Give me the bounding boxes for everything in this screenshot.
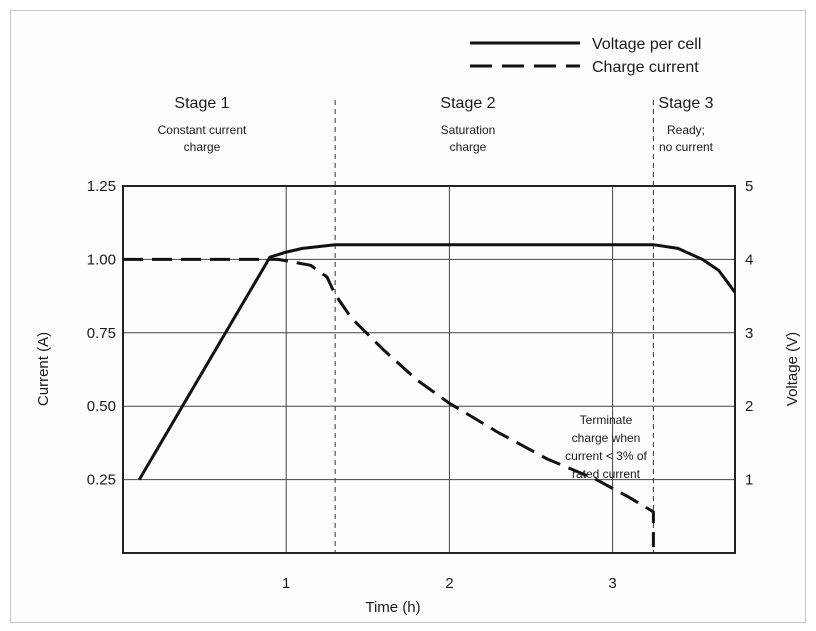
annotation-line-3: current < 3% of xyxy=(565,449,647,463)
tick-labels: 1 2 3 0.25 0.50 0.75 1.00 1.25 1 2 3 4 5 xyxy=(87,178,754,592)
annotation-line-4: rated current xyxy=(572,467,641,481)
x-tick-label-3: 3 xyxy=(608,575,616,592)
stage-3-desc-line1: Ready; xyxy=(667,123,705,137)
x-axis-title: Time (h) xyxy=(365,599,420,616)
plot-area xyxy=(122,185,736,554)
y-left-tick-label-4: 1.00 xyxy=(87,251,116,268)
y-right-tick-label-2: 2 xyxy=(745,398,753,415)
y-left-tick-label-1: 0.25 xyxy=(87,472,116,489)
stage-3-title: Stage 3 xyxy=(658,95,713,112)
stage-1-header: Stage 1 Constant current charge xyxy=(158,95,247,154)
y-axis-title-left: Current (A) xyxy=(35,332,52,406)
y-axis-title-right: Voltage (V) xyxy=(784,332,801,406)
stage-1-desc-line1: Constant current xyxy=(158,123,247,137)
stage-2-title: Stage 2 xyxy=(440,95,495,112)
stage-2-desc-line2: charge xyxy=(450,140,487,154)
series-line-voltage xyxy=(138,243,735,481)
stage-2-header: Stage 2 Saturation charge xyxy=(440,95,495,154)
annotation-line-2: charge when xyxy=(572,431,641,445)
stage-1-desc-line2: charge xyxy=(184,140,221,154)
grid-lines xyxy=(123,185,735,553)
series-group xyxy=(123,243,735,548)
legend-label-current: Charge current xyxy=(592,59,699,76)
annotation-line-1: Terminate xyxy=(580,413,633,427)
stage-3-desc-line2: no current xyxy=(659,140,714,154)
stage-boundary-lines xyxy=(334,100,654,553)
x-tick-label-1: 1 xyxy=(282,575,290,592)
y-left-tick-label-3: 0.75 xyxy=(87,325,116,342)
y-left-tick-label-5: 1.25 xyxy=(87,178,116,195)
legend-label-voltage: Voltage per cell xyxy=(592,36,701,53)
y-right-tick-label-5: 5 xyxy=(745,178,753,195)
stage-3-header: Stage 3 Ready; no current xyxy=(658,95,713,154)
y-left-tick-label-2: 0.50 xyxy=(87,398,116,415)
stage-2-desc-line1: Saturation xyxy=(441,123,496,137)
series-line-charge-current xyxy=(123,257,655,548)
x-tick-label-2: 2 xyxy=(445,575,453,592)
chart-frame xyxy=(10,10,806,623)
stage-1-title: Stage 1 xyxy=(174,95,229,112)
legend: Voltage per cell Charge current xyxy=(470,36,701,76)
y-right-tick-label-4: 4 xyxy=(745,251,753,268)
y-right-tick-label-1: 1 xyxy=(745,472,753,489)
terminate-annotation: Terminate charge when current < 3% of ra… xyxy=(565,413,647,481)
y-right-tick-label-3: 3 xyxy=(745,325,753,342)
